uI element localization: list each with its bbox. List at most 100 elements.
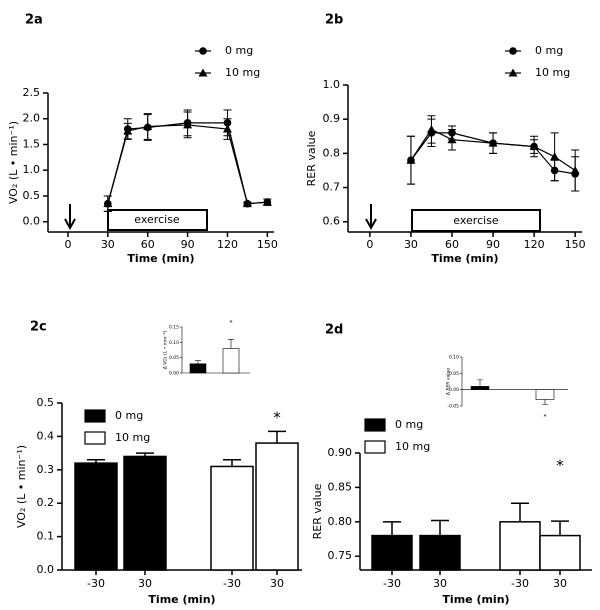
- exercise-box: [107, 209, 208, 231]
- bar: [419, 534, 461, 571]
- y-tick-label: 2.5: [23, 86, 41, 99]
- y-axis-label: VO₂ (L • min⁻¹): [15, 445, 28, 528]
- legend-label: 0 mg: [115, 409, 143, 422]
- y-tick-label: 0.80: [328, 515, 353, 528]
- x-tick-label: 60: [141, 238, 155, 251]
- error-bar: [511, 502, 529, 522]
- inset-bar: [189, 363, 207, 374]
- y-tick-label: 0.0: [23, 215, 41, 228]
- marker: [570, 165, 580, 174]
- marker: [198, 68, 208, 77]
- y-tick-label: 0.3: [37, 463, 55, 476]
- x-tick-label: -30: [383, 577, 401, 590]
- y-tick-label: 1.0: [323, 78, 341, 91]
- bar: [123, 455, 167, 571]
- marker: [509, 47, 517, 55]
- error-bar: [268, 430, 286, 444]
- y-axis-label: Δ VO₂ (L • min⁻¹): [163, 331, 169, 370]
- x-tick-label: 60: [445, 238, 459, 251]
- x-axis-label: Time (min): [148, 593, 215, 606]
- annotation: *: [556, 457, 564, 475]
- y-tick-label: 0.00: [449, 387, 459, 393]
- bar: [539, 534, 581, 571]
- error-bar: [195, 360, 201, 364]
- x-tick-label: 30: [433, 577, 447, 590]
- y-tick-label: 1.0: [23, 163, 41, 176]
- marker: [426, 124, 436, 133]
- legend-swatch: [84, 409, 106, 423]
- marker: [123, 126, 133, 135]
- error-bar: [431, 519, 449, 536]
- marker: [103, 199, 113, 208]
- y-tick-label: 0.0: [37, 563, 55, 576]
- y-tick-label: 0.6: [323, 215, 341, 228]
- marker: [488, 138, 498, 147]
- y-tick-label: 0.4: [37, 429, 55, 442]
- x-tick-label: -30: [87, 577, 105, 590]
- legend-label: 0 mg: [535, 44, 563, 57]
- bar: [371, 534, 413, 571]
- marker: [262, 197, 272, 206]
- x-tick-label: 0: [64, 238, 71, 251]
- inset-annotation: *: [544, 414, 547, 421]
- x-tick-label: 150: [257, 238, 278, 251]
- start-arrow: [365, 204, 377, 231]
- error-bar: [477, 379, 483, 387]
- x-tick-label: 30: [553, 577, 567, 590]
- inset-annotation: *: [230, 320, 233, 327]
- y-tick-label: 0.10: [449, 355, 459, 361]
- legend-label: 0 mg: [395, 418, 423, 431]
- error-bar: [383, 521, 401, 536]
- y-tick-label: 0.15: [169, 325, 179, 331]
- x-axis-label: Time (min): [442, 593, 509, 606]
- y-tick-label: 0.7: [323, 181, 341, 194]
- panel-title: 2c: [30, 320, 47, 335]
- y-tick-label: 0.05: [169, 355, 179, 361]
- y-axis-label: RER value: [311, 483, 324, 539]
- marker: [199, 47, 207, 55]
- legend-swatch: [84, 431, 106, 445]
- legend-label: 0 mg: [225, 44, 253, 57]
- x-tick-label: 90: [181, 238, 195, 251]
- x-tick-label: 150: [565, 238, 586, 251]
- panel-title: 2b: [325, 13, 343, 28]
- x-axis-label: Time (min): [431, 252, 498, 265]
- annotation: *: [273, 409, 281, 427]
- legend-label: 10 mg: [395, 440, 430, 453]
- y-tick-label: 1.5: [23, 137, 41, 150]
- y-tick-label: 0.85: [328, 480, 353, 493]
- x-tick-label: 30: [101, 238, 115, 251]
- panel-title: 2d: [325, 323, 343, 338]
- y-tick-label: 0.75: [328, 549, 353, 562]
- y-tick-label: 0.9: [323, 112, 341, 125]
- x-tick-label: -30: [223, 577, 241, 590]
- x-tick-label: 90: [486, 238, 500, 251]
- y-tick-label: 0.5: [37, 396, 55, 409]
- x-tick-label: 30: [404, 238, 418, 251]
- bar: [255, 442, 299, 571]
- legend-swatch: [364, 418, 386, 432]
- y-tick-label: 2.0: [23, 112, 41, 125]
- marker: [242, 199, 252, 208]
- error-bar: [223, 459, 241, 467]
- x-tick-label: 0: [366, 238, 373, 251]
- legend-label: 10 mg: [115, 431, 150, 444]
- panel-title: 2a: [25, 13, 43, 28]
- marker: [508, 68, 518, 77]
- y-tick-label: 0.5: [23, 189, 41, 202]
- y-axis-label: Δ RER value: [446, 368, 452, 396]
- x-tick-label: 120: [217, 238, 238, 251]
- bar: [74, 462, 118, 571]
- x-axis-label: Time (min): [127, 252, 194, 265]
- bar: [499, 521, 541, 571]
- y-tick-label: 0.8: [323, 146, 341, 159]
- y-tick-label: 0.90: [328, 446, 353, 459]
- legend-label: 10 mg: [535, 66, 570, 79]
- error-bar: [542, 399, 548, 405]
- y-tick-label: 0.10: [169, 340, 179, 346]
- marker: [447, 135, 457, 144]
- bar: [210, 465, 254, 571]
- y-axis-label: RER value: [305, 130, 318, 186]
- y-tick-label: 0.00: [169, 371, 179, 377]
